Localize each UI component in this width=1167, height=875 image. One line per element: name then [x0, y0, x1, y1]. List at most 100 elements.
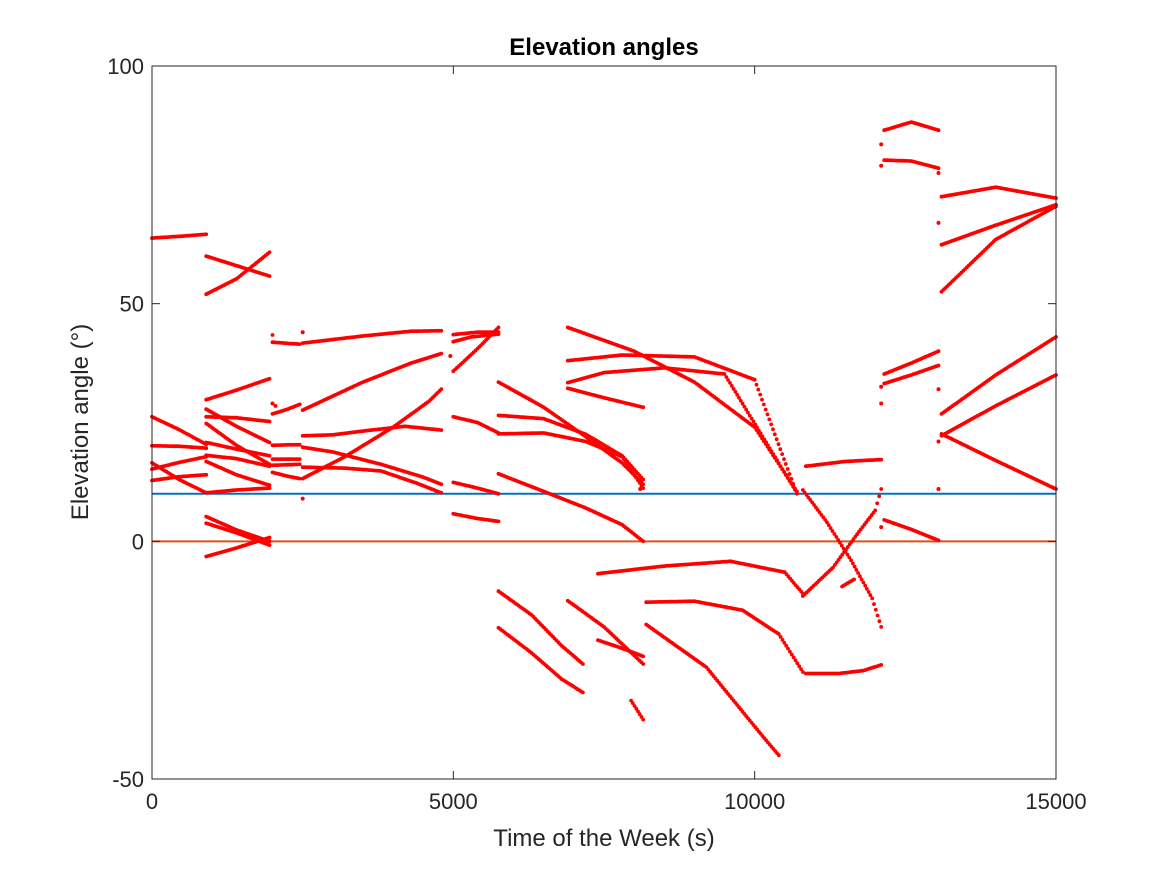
- data-point: [765, 412, 770, 417]
- satellite-track: [882, 158, 941, 171]
- data-point: [763, 407, 768, 412]
- satellite-track: [270, 462, 302, 468]
- data-point: [751, 419, 756, 424]
- data-point: [793, 488, 797, 492]
- data-point: [879, 663, 884, 667]
- data-point: [936, 439, 941, 444]
- satellite-track: [300, 328, 444, 345]
- data-point: [936, 171, 941, 175]
- data-point: [767, 446, 772, 451]
- data-point: [778, 464, 783, 468]
- data-point: [774, 437, 779, 442]
- data-point: [856, 571, 860, 575]
- satellite-track: [451, 511, 501, 524]
- data-point: [755, 425, 759, 430]
- data-point: [641, 486, 646, 490]
- data-point: [839, 543, 844, 548]
- isolated-points: [270, 142, 941, 530]
- data-point: [632, 704, 637, 708]
- data-point: [826, 523, 831, 528]
- data-point: [744, 407, 749, 412]
- data-point: [791, 485, 796, 489]
- satellite-track: [150, 414, 209, 447]
- data-point: [873, 607, 878, 612]
- data-point: [782, 457, 786, 461]
- data-point: [879, 163, 884, 168]
- data-point: [267, 543, 272, 547]
- satellite-track: [204, 486, 272, 495]
- satellite-track: [882, 349, 941, 376]
- axes-box: [151, 65, 1057, 780]
- satellite-track: [939, 185, 1058, 201]
- satellite-track: [882, 363, 941, 386]
- data-point: [877, 619, 882, 624]
- data-point: [831, 565, 835, 570]
- data-point: [845, 545, 850, 549]
- satellite-track: [150, 472, 209, 483]
- data-point: [801, 670, 805, 674]
- data-point: [778, 447, 783, 452]
- data-point: [852, 564, 857, 569]
- data-point: [728, 381, 732, 385]
- data-point: [439, 428, 444, 432]
- data-point: [267, 419, 272, 424]
- satellite-track: [565, 365, 799, 495]
- data-point: [936, 387, 941, 392]
- data-point: [297, 342, 302, 346]
- data-point: [267, 483, 272, 488]
- satellite-track: [939, 432, 1058, 491]
- data-point: [634, 475, 638, 480]
- satellite-track: [204, 535, 272, 559]
- data-point: [629, 698, 633, 703]
- data-point: [761, 402, 766, 407]
- data-point: [641, 477, 646, 482]
- data-point: [630, 701, 635, 706]
- data-point: [766, 443, 770, 448]
- x-axis: 0 5000 10000 15000: [146, 66, 1087, 814]
- data-point: [756, 387, 761, 392]
- data-point: [784, 643, 789, 648]
- x-tick-label: 15000: [1025, 789, 1086, 814]
- data-point: [936, 363, 941, 368]
- data-point: [641, 539, 646, 544]
- data-point: [936, 166, 941, 171]
- data-point: [936, 349, 941, 354]
- satellite-track: [496, 589, 585, 666]
- data-point: [936, 538, 941, 543]
- data-point: [836, 538, 840, 542]
- data-point: [769, 449, 774, 454]
- data-point: [641, 717, 646, 722]
- data-point: [752, 377, 757, 382]
- satellite-track: [150, 454, 209, 471]
- y-tick-label: 100: [107, 54, 144, 79]
- satellite-track: [204, 376, 272, 402]
- satellite-track: [629, 698, 646, 722]
- satellite-track: [565, 386, 646, 410]
- satellite-track: [644, 599, 805, 674]
- data-point: [785, 467, 790, 471]
- data-point: [733, 389, 738, 394]
- data-point: [496, 519, 501, 524]
- data-point: [771, 452, 776, 457]
- data-point: [297, 442, 302, 447]
- satellite-track: [300, 351, 444, 412]
- data-point: [845, 552, 850, 557]
- data-point: [783, 462, 788, 466]
- data-point: [795, 661, 800, 666]
- data-point: [297, 457, 302, 461]
- satellite-track: [204, 440, 272, 458]
- satellite-track: [150, 232, 209, 241]
- data-point: [754, 382, 759, 387]
- satellite-track: [270, 333, 302, 346]
- data-point: [854, 568, 859, 572]
- data-point: [742, 404, 747, 409]
- data-point: [825, 520, 829, 525]
- satellite-track: [801, 487, 884, 598]
- data-point: [637, 712, 642, 717]
- data-point: [936, 487, 941, 491]
- data-point: [496, 325, 501, 330]
- satellite-track: [204, 414, 272, 424]
- data-point: [772, 432, 777, 437]
- data-point: [297, 462, 302, 467]
- data-point: [726, 378, 730, 382]
